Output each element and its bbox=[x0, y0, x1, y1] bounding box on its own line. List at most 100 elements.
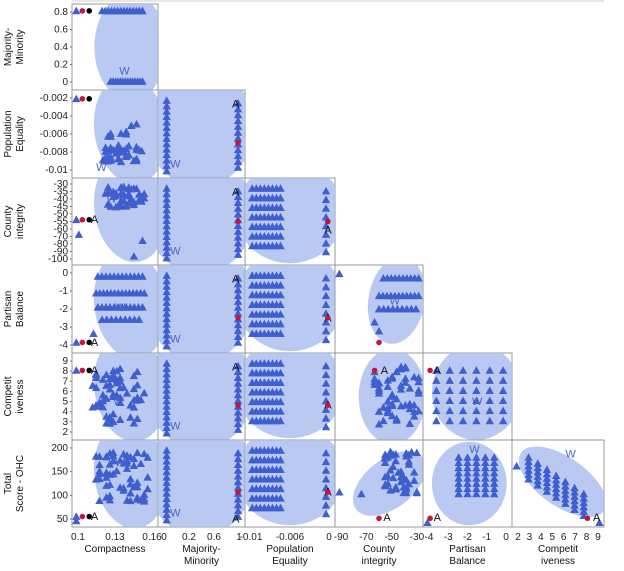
reference-point-red bbox=[325, 315, 331, 321]
data-point-triangle bbox=[370, 374, 379, 383]
panel-content: WA bbox=[72, 265, 158, 353]
data-point-triangle bbox=[116, 129, 126, 137]
panel-r5-c1: WA bbox=[157, 439, 246, 528]
data-point-triangle bbox=[321, 361, 331, 370]
data-point-triangle bbox=[383, 453, 392, 461]
data-point-triangle bbox=[162, 325, 171, 334]
panel-r3-c3: W bbox=[334, 264, 424, 354]
marker-label-A: A bbox=[232, 514, 240, 526]
data-point-triangle bbox=[162, 473, 171, 481]
panel-content: W bbox=[72, 4, 158, 90]
data-point-triangle bbox=[524, 461, 533, 470]
data-point-triangle bbox=[392, 416, 401, 424]
data-point-triangle bbox=[276, 446, 285, 454]
data-point-triangle bbox=[126, 413, 135, 421]
marker-label-W: W bbox=[170, 333, 181, 345]
data-point-triangle bbox=[162, 293, 171, 301]
marker-label-A: A bbox=[434, 512, 442, 524]
data-point-triangle bbox=[233, 163, 243, 171]
data-point-triangle bbox=[276, 494, 285, 502]
data-point-triangle bbox=[162, 232, 171, 240]
row-label-text: Total bbox=[3, 473, 14, 494]
data-point-triangle bbox=[95, 496, 104, 505]
data-point-triangle bbox=[162, 418, 171, 426]
data-point-triangle bbox=[524, 474, 533, 483]
data-point-triangle bbox=[405, 384, 414, 392]
data-point-triangle bbox=[321, 186, 331, 195]
x-tick-label: 8 bbox=[584, 532, 590, 543]
x-tick-label: -0.01 bbox=[240, 532, 263, 543]
data-point-triangle bbox=[490, 479, 499, 487]
panel-r5-c2: A bbox=[244, 439, 336, 528]
panel-r5-c5: AW bbox=[511, 439, 605, 528]
data-point-triangle bbox=[533, 459, 542, 467]
data-point-triangle bbox=[98, 390, 108, 399]
y-tick-label: -60 bbox=[54, 224, 69, 235]
data-point-triangle bbox=[561, 490, 570, 499]
data-point-triangle bbox=[162, 510, 171, 519]
data-point-triangle bbox=[162, 166, 171, 175]
data-point-triangle bbox=[162, 101, 171, 110]
data-point-triangle bbox=[432, 366, 441, 374]
data-point-triangle bbox=[162, 211, 171, 219]
panel-content: AW bbox=[427, 353, 512, 440]
y-tick-label: 200 bbox=[51, 443, 68, 454]
data-point-triangle bbox=[579, 502, 588, 511]
data-point-triangle bbox=[396, 477, 406, 486]
y-tick-label: -0.01 bbox=[45, 165, 68, 176]
data-point-triangle bbox=[95, 460, 104, 469]
data-point-triangle bbox=[133, 414, 142, 423]
data-point-triangle bbox=[276, 212, 285, 221]
data-point-triangle bbox=[533, 467, 542, 476]
panel-content: WA bbox=[158, 265, 245, 353]
data-point-triangle bbox=[114, 154, 123, 163]
data-point-triangle bbox=[561, 477, 570, 486]
data-point-triangle bbox=[140, 388, 149, 397]
data-point-triangle bbox=[321, 509, 331, 518]
data-point-triangle bbox=[410, 468, 419, 476]
data-point-triangle bbox=[411, 304, 421, 313]
data-point-triangle bbox=[124, 141, 133, 150]
data-point-triangle bbox=[276, 474, 285, 483]
data-point-triangle bbox=[357, 489, 366, 498]
data-point-triangle bbox=[109, 451, 118, 459]
density-ellipse bbox=[158, 265, 245, 353]
data-point-triangle bbox=[162, 243, 171, 251]
panel-r3-c0: WA bbox=[71, 264, 159, 354]
data-point-triangle bbox=[233, 500, 243, 509]
data-point-triangle bbox=[162, 298, 171, 306]
x-tick-label: -0.006 bbox=[276, 532, 305, 543]
data-point-triangle bbox=[454, 474, 463, 482]
data-point-triangle bbox=[276, 281, 285, 289]
marker-label-W: W bbox=[565, 448, 576, 460]
data-point-triangle bbox=[321, 396, 331, 405]
data-point-triangle bbox=[432, 396, 441, 405]
y-tick-label: -0.008 bbox=[40, 147, 69, 158]
data-point-triangle bbox=[463, 468, 472, 477]
data-point-triangle bbox=[162, 253, 171, 262]
row-label: Majority- Minority bbox=[3, 28, 26, 66]
x-tick-label: 1 bbox=[236, 532, 242, 543]
marker-label-W: W bbox=[469, 444, 480, 456]
data-point-triangle bbox=[481, 484, 490, 493]
data-point-triangle bbox=[112, 391, 121, 399]
marker-label-A: A bbox=[232, 186, 240, 198]
data-point-triangle bbox=[570, 505, 579, 513]
data-point-triangle bbox=[388, 462, 398, 471]
panel-r1-c0: W bbox=[71, 89, 159, 179]
data-point-triangle bbox=[105, 491, 115, 500]
marker-label-A: A bbox=[91, 365, 99, 377]
data-point-triangle bbox=[98, 375, 108, 383]
data-point-triangle bbox=[233, 204, 243, 212]
marker-label-A: A bbox=[91, 214, 99, 226]
data-point-triangle bbox=[481, 479, 490, 487]
data-point-triangle bbox=[233, 285, 243, 294]
y-tick-label: 8 bbox=[62, 366, 68, 377]
x-tick-label: -1 bbox=[482, 532, 491, 543]
data-point-triangle bbox=[91, 452, 101, 460]
data-point-triangle bbox=[233, 466, 243, 474]
marker-label-A: A bbox=[381, 365, 389, 377]
marker-label-W: W bbox=[390, 296, 401, 308]
data-point-triangle bbox=[136, 459, 145, 468]
